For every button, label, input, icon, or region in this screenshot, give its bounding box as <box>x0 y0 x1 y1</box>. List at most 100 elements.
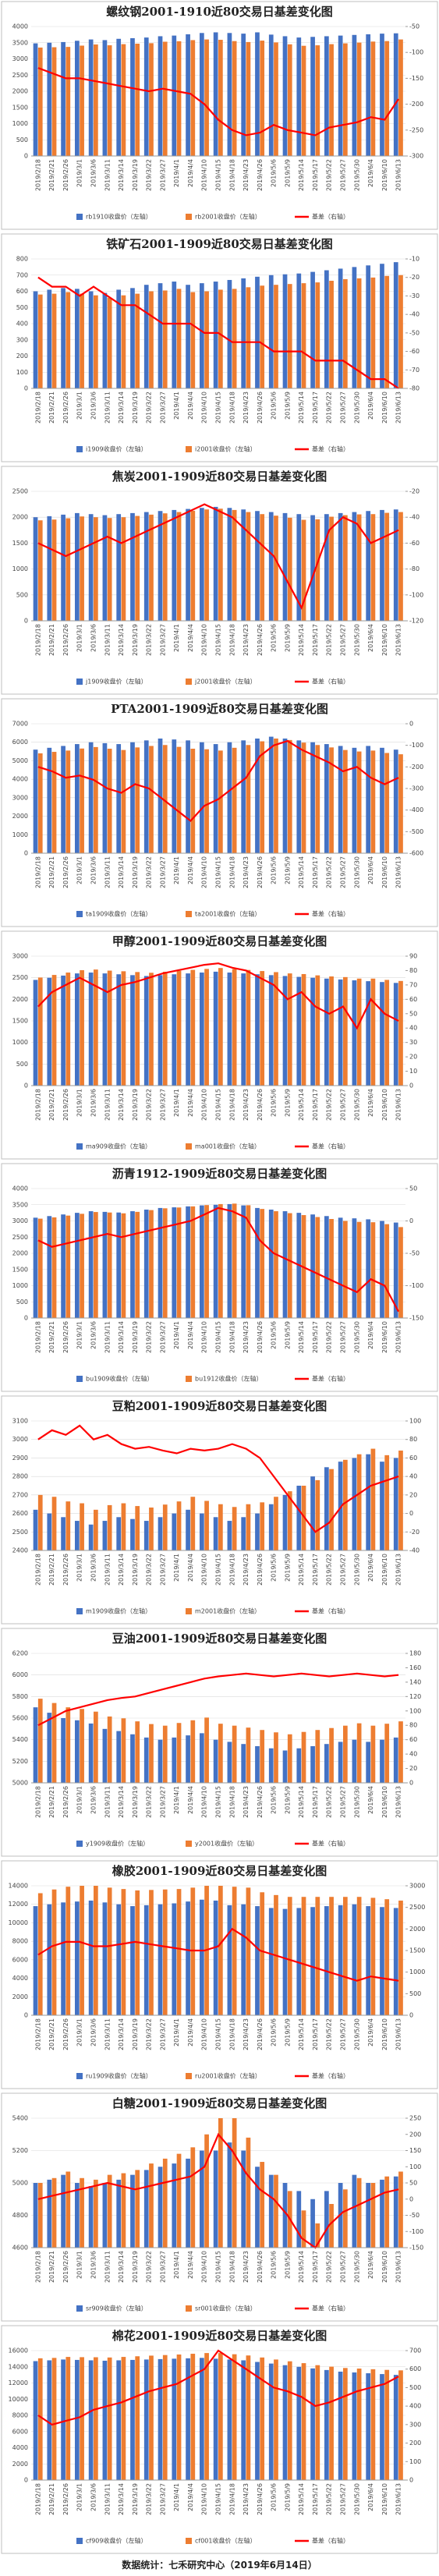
bar <box>315 282 320 388</box>
y-tick-label: 2900 <box>12 1455 28 1462</box>
bar <box>241 2150 246 2248</box>
legend-label: j1909收盘价（左轴） <box>85 678 147 686</box>
bar <box>352 980 357 1086</box>
legend-swatch <box>186 2305 192 2312</box>
y2-tick-label: 0 <box>409 1780 413 1787</box>
x-tick-label: 2019/2/26 <box>62 624 69 656</box>
bar <box>241 1205 246 1318</box>
y2-tick-label: -80 <box>409 385 420 392</box>
bar <box>329 747 334 853</box>
chart: 铁矿石2001-1909近80交易日基差变化图 0 100 200 300 400 500 6… <box>1 233 438 462</box>
x-tick-label: 2019/5/14 <box>298 2483 305 2515</box>
x-tick-label: 2019/2/26 <box>62 856 69 888</box>
y-tick-label: 0 <box>24 153 28 160</box>
x-tick-label: 2019/3/11 <box>104 2483 111 2515</box>
bar <box>393 749 398 853</box>
bar <box>310 515 315 621</box>
bar <box>158 1517 163 1550</box>
x-tick-label: 2019/4/1 <box>173 624 180 652</box>
bar <box>296 740 302 853</box>
bar <box>384 1455 390 1550</box>
y-tick-label: 5200 <box>12 2147 28 2154</box>
bar <box>37 1218 43 1318</box>
bar <box>329 516 334 621</box>
bar <box>398 2370 403 2480</box>
bar <box>370 2369 376 2480</box>
bar <box>315 975 320 1086</box>
y-tick-label: 2500 <box>12 1234 28 1241</box>
bar <box>121 1503 126 1550</box>
bar <box>102 2183 108 2248</box>
bar <box>218 968 223 1086</box>
x-tick-label: 2019/4/15 <box>215 2018 222 2050</box>
x-tick-label: 2019/2/26 <box>62 1321 69 1353</box>
x-tick-label: 2019/2/26 <box>62 159 69 191</box>
bar <box>80 969 84 1086</box>
y2-tick-label: 400 <box>409 2403 421 2410</box>
x-tick-label: 2019/3/19 <box>132 2483 139 2515</box>
x-tick-label: 2019/6/4 <box>367 2018 374 2046</box>
bar <box>162 972 168 1086</box>
x-tick-label: 2019/3/11 <box>104 159 111 191</box>
y2-tick-label: -70 <box>409 367 420 374</box>
bar <box>268 275 274 388</box>
bar <box>135 43 140 157</box>
y-tick-label: 1000 <box>12 120 28 127</box>
bar <box>47 42 52 156</box>
x-tick-label: 2019/4/18 <box>228 1554 235 1586</box>
x-tick-label: 2019/2/18 <box>34 856 41 888</box>
y2-tick-label: 80 <box>409 967 417 974</box>
x-tick-label: 2019/3/14 <box>118 1321 125 1353</box>
x-tick-label: 2019/4/23 <box>243 624 250 656</box>
y-tick-label: 10000 <box>9 1919 28 1926</box>
x-tick-label: 2019/6/10 <box>381 2483 388 2515</box>
x-tick-label: 2019/6/10 <box>381 1786 388 1818</box>
bar <box>255 2167 260 2248</box>
x-tick-label: 2019/5/9 <box>284 2483 291 2511</box>
bar <box>75 1521 80 1550</box>
bar <box>135 516 140 621</box>
bar <box>80 1214 84 1318</box>
x-tick-label: 2019/5/22 <box>326 2483 333 2515</box>
x-tick-label: 2019/3/27 <box>159 2483 166 2515</box>
bar <box>204 2134 209 2248</box>
y2-tick-label: -50 <box>409 329 420 336</box>
bar <box>51 975 57 1086</box>
chart-title: 橡胶2001-1909近80交易日基差变化图 <box>112 1864 327 1878</box>
bar <box>61 1718 65 1783</box>
bar <box>301 283 306 388</box>
x-tick-label: 2019/5/22 <box>326 1089 333 1121</box>
bar <box>398 512 403 621</box>
x-tick-label: 2019/5/9 <box>284 1554 291 1582</box>
legend-label: 基差（右轴） <box>312 213 349 221</box>
x-tick-label: 2019/4/10 <box>201 2483 208 2515</box>
bar <box>393 2375 398 2480</box>
bar <box>172 282 177 388</box>
y2-tick-label: 20 <box>409 1765 417 1772</box>
x-tick-label: 2019/4/10 <box>201 624 208 656</box>
x-tick-label: 2019/5/6 <box>271 392 278 420</box>
legend-swatch <box>186 679 192 685</box>
bar <box>384 41 390 156</box>
bar <box>287 1897 292 2015</box>
bar <box>218 1886 223 2015</box>
legend-label: 基差（右轴） <box>312 2305 349 2312</box>
x-tick-label: 2019/5/27 <box>340 392 347 423</box>
x-tick-label: 2019/3/11 <box>104 392 111 423</box>
x-tick-label: 2019/3/19 <box>132 2018 139 2050</box>
x-tick-label: 2019/4/18 <box>228 2483 235 2515</box>
x-tick-label: 2019/4/15 <box>215 159 222 191</box>
bar <box>343 1221 348 1318</box>
x-tick-label: 2019/5/14 <box>298 624 305 656</box>
y-tick-label: 1000 <box>12 565 28 572</box>
bar <box>162 1725 168 1783</box>
x-tick-label: 2019/4/4 <box>187 624 194 652</box>
bar <box>268 1908 274 2015</box>
x-tick-label: 2019/5/14 <box>298 2251 305 2283</box>
x-tick-label: 2019/5/30 <box>353 1786 360 1818</box>
y-tick-label: 3000 <box>12 55 28 62</box>
x-tick-label: 2019/3/1 <box>76 856 83 884</box>
bar <box>366 1742 371 1783</box>
x-tick-label: 2019/2/26 <box>62 1089 69 1121</box>
x-tick-label: 2019/4/23 <box>243 2018 250 2050</box>
